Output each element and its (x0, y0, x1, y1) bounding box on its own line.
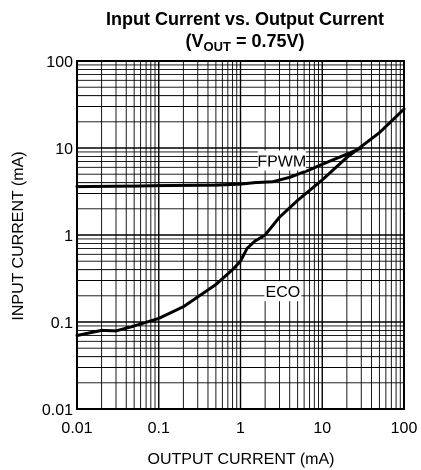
tick-labels: 0.01 0.1 1 10 100 0.01 0.1 1 10 100 (42, 54, 418, 437)
x-axis-label: OUTPUT CURRENT (mA) (148, 451, 335, 468)
y-tick-label: 10 (55, 141, 73, 158)
y-tick-label: 1 (64, 228, 73, 245)
x-tick-label: 0.1 (148, 420, 170, 437)
series-label-eco: ECO (266, 284, 301, 301)
chart-title: Input Current vs. Output Current (106, 9, 384, 29)
y-tick-label: 0.01 (42, 402, 73, 419)
x-tick-label: 1 (236, 420, 245, 437)
series-label-bg-eco (264, 281, 302, 302)
grid (77, 61, 404, 409)
y-tick-label: 100 (46, 54, 73, 71)
plot-frame (76, 60, 405, 410)
x-tick-label: 10 (313, 420, 331, 437)
series-label-fpwm: FPWM (257, 153, 306, 170)
y-axis-label: INPUT CURRENT (mA) (10, 151, 27, 320)
series-line-eco (75, 107, 406, 337)
series-label-bg-fpwm (257, 150, 306, 171)
x-tick-label: 0.01 (61, 420, 92, 437)
y-tick-label: 0.1 (51, 315, 73, 332)
chart-subtitle: (VOUT = 0.75V) (186, 31, 305, 54)
series-line-fpwm (75, 146, 363, 189)
x-tick-label: 100 (391, 420, 418, 437)
series-layer: FPWM ECO (75, 107, 406, 337)
